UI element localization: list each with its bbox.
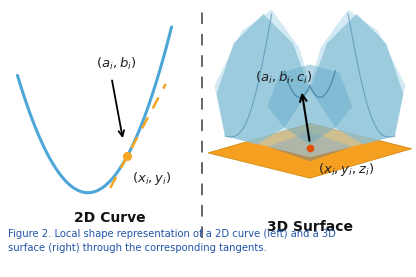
Text: 2D Curve: 2D Curve	[74, 211, 145, 225]
Polygon shape	[208, 124, 412, 178]
Polygon shape	[267, 132, 352, 161]
Text: Figure 2. Local shape representation of a 2D curve (left) and a 3D
surface (righ: Figure 2. Local shape representation of …	[8, 229, 336, 253]
Polygon shape	[267, 65, 352, 145]
Text: $(a_i, b_i)$: $(a_i, b_i)$	[96, 56, 136, 72]
Polygon shape	[215, 10, 405, 157]
Polygon shape	[310, 14, 403, 145]
Text: $(x_i, y_i)$: $(x_i, y_i)$	[132, 170, 171, 187]
Polygon shape	[217, 14, 310, 145]
Text: 3D Surface: 3D Surface	[267, 220, 353, 234]
Text: $(a_i, b_i, c_i)$: $(a_i, b_i, c_i)$	[255, 70, 312, 86]
Text: $(x_i, y_i, z_i)$: $(x_i, y_i, z_i)$	[318, 161, 374, 178]
